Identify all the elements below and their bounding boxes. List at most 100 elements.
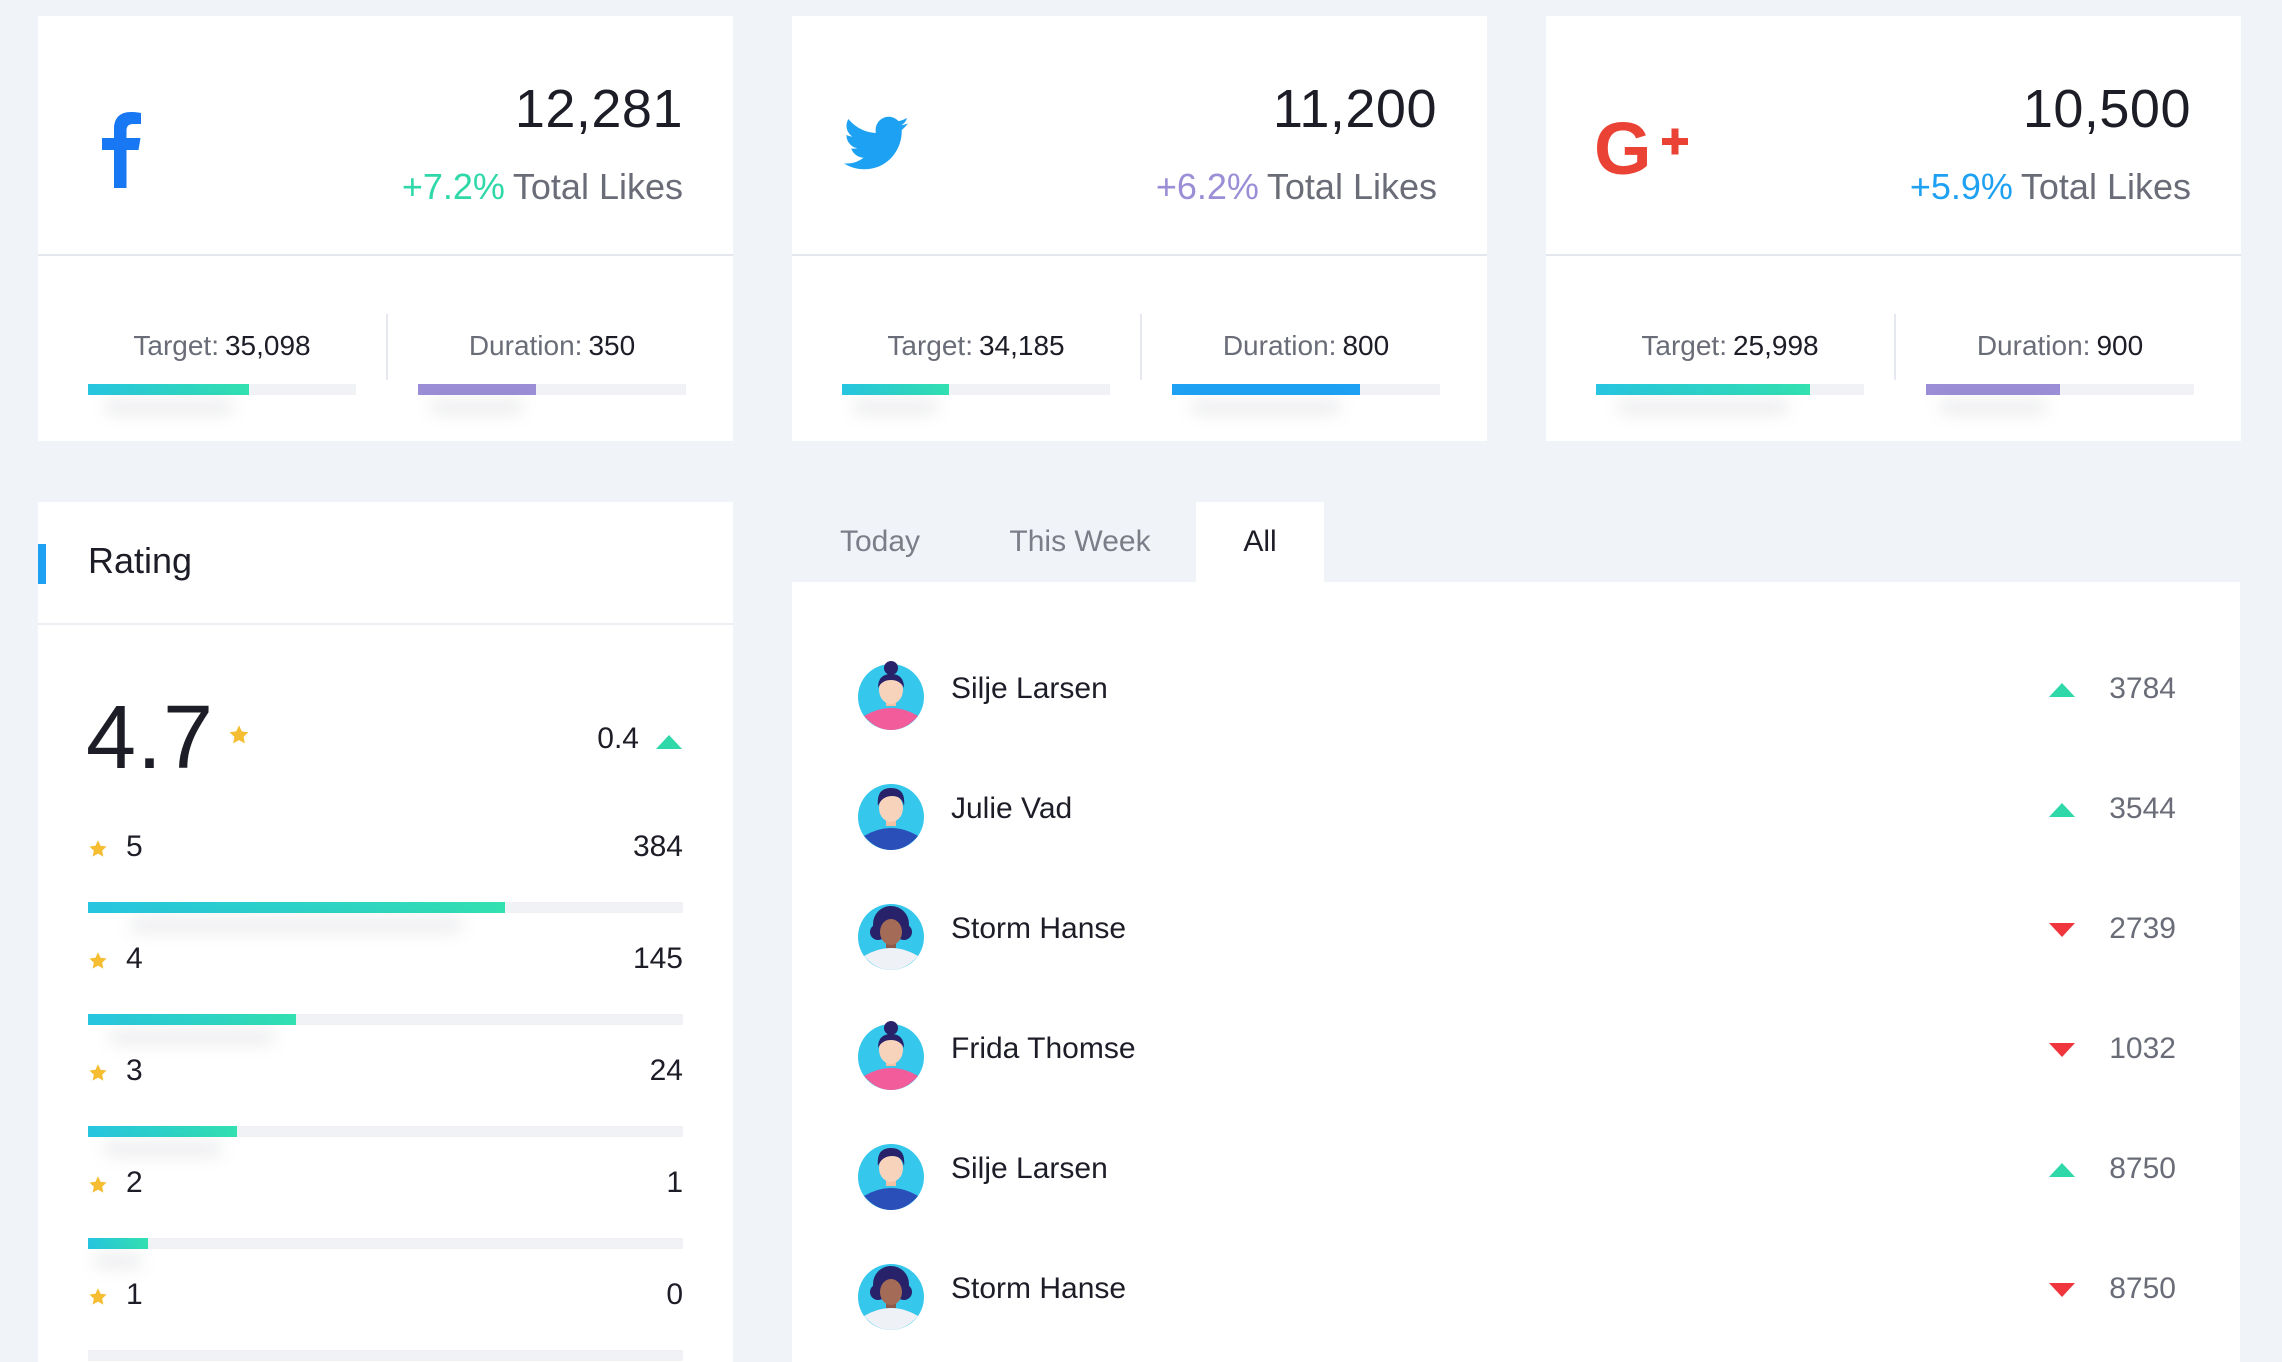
target-label: Target: (1641, 330, 1727, 361)
facebook-card: 12,281 +7.2% Total Likes Target: 35,098 Du… (38, 16, 733, 441)
likes-caption: Total Likes (2020, 166, 2191, 207)
target-label: Target: (133, 330, 219, 361)
trend-down-icon (2048, 1282, 2076, 1303)
google-plus-icon: G (1594, 116, 1704, 206)
target-stat: Target: 25,998 (1596, 330, 1864, 395)
duration-progress-track (418, 384, 686, 395)
rating-row-3: 3 24 (88, 1054, 683, 1137)
person-name: Storm Hanse (951, 912, 1127, 945)
target-stat: Target: 34,185 (842, 330, 1110, 395)
person-score: 3784 (2109, 672, 2176, 705)
svg-text:G: G (1594, 116, 1652, 180)
rating-card: Rating 4.7 0.4 5 384 4 145 3 24 (38, 502, 733, 1362)
star-icon (88, 951, 108, 976)
likes-change: +6.2% (1155, 166, 1259, 207)
list-item[interactable]: Storm Hanse 2739 (856, 892, 2176, 972)
avatar (856, 652, 926, 732)
facebook-icon (88, 108, 198, 198)
rating-progress-fill (88, 902, 505, 913)
person-name: Frida Thomse (951, 1032, 1136, 1065)
person-name: Silje Larsen (951, 1152, 1108, 1185)
trend-up-icon (2048, 1162, 2076, 1183)
avatar (856, 1132, 926, 1212)
stat-divider (1894, 314, 1896, 380)
likes-change: +7.2% (401, 166, 505, 207)
duration-progress-track (1172, 384, 1440, 395)
duration-value: 350 (588, 330, 636, 361)
person-name: Julie Vad (951, 792, 1073, 825)
rating-row-5: 5 384 (88, 830, 683, 913)
duration-progress-track (1926, 384, 2194, 395)
duration-label: Duration: (1222, 330, 1337, 361)
target-stat: Target: 35,098 (88, 330, 356, 395)
stat-divider (1140, 314, 1142, 380)
target-progress-track (88, 384, 356, 395)
person-score: 1032 (2109, 1032, 2176, 1065)
rating-row-label: 5 (126, 830, 143, 863)
avatar (856, 1252, 926, 1332)
rating-row-count: 0 (666, 1278, 683, 1311)
list-item[interactable]: Silje Larsen 3784 (856, 652, 2176, 732)
person-score: 8750 (2109, 1272, 2176, 1305)
target-progress-fill (842, 384, 950, 395)
avatar (856, 772, 926, 852)
person-score: 8750 (2109, 1152, 2176, 1185)
duration-label: Duration: (468, 330, 583, 361)
rating-progress-track (88, 1014, 683, 1025)
duration-stat: Duration: 350 (418, 330, 686, 395)
star-icon (88, 1175, 108, 1200)
rating-delta: 0.4 (597, 722, 639, 755)
rating-title: Rating (88, 540, 193, 581)
duration-label: Duration: (1976, 330, 2091, 361)
rating-row-label: 4 (126, 942, 143, 975)
duration-value: 800 (1342, 330, 1390, 361)
rating-progress-track (88, 1126, 683, 1137)
tab-today[interactable]: Today (839, 525, 921, 558)
rating-progress-fill (88, 1014, 297, 1025)
rating-row-label: 2 (126, 1166, 143, 1199)
rating-progress-track (88, 1350, 683, 1361)
list-item[interactable]: Storm Hanse 8750 (856, 1252, 2176, 1332)
stat-divider (386, 314, 388, 380)
trend-down-icon (2048, 1042, 2076, 1063)
duration-progress-fill (418, 384, 536, 395)
rating-row-1: 1 0 (88, 1278, 683, 1361)
target-progress-track (1596, 384, 1864, 395)
rating-row-4: 4 145 (88, 942, 683, 1025)
title-accent-bar (38, 544, 46, 584)
twitter-card: 11,200 +6.2% Total Likes Target: 34,185 Du… (792, 16, 1487, 441)
total-likes-value: 10,500 (2022, 79, 2191, 139)
likes-caption: Total Likes (1266, 166, 1437, 207)
duration-progress-fill (1172, 384, 1360, 395)
person-score: 3544 (2109, 792, 2176, 825)
duration-stat: Duration: 800 (1172, 330, 1440, 395)
person-score: 2739 (2109, 912, 2176, 945)
rating-progress-fill (88, 1126, 237, 1137)
trend-up-icon (2048, 682, 2076, 703)
rating-row-label: 1 (126, 1278, 143, 1311)
trend-up-icon (655, 734, 683, 755)
target-progress-track (842, 384, 1110, 395)
tab-all[interactable]: All (1196, 502, 1324, 582)
rating-row-count: 1 (666, 1166, 683, 1199)
duration-value: 900 (2096, 330, 2144, 361)
duration-stat: Duration: 900 (1926, 330, 2194, 395)
star-icon (228, 724, 250, 751)
target-progress-fill (1596, 384, 1811, 395)
twitter-icon (844, 116, 954, 206)
list-item[interactable]: Silje Larsen 8750 (856, 1132, 2176, 1212)
likes-caption: Total Likes (512, 166, 683, 207)
target-value: 35,098 (224, 330, 311, 361)
tab-this-week[interactable]: This Week (1009, 525, 1151, 558)
avatar (856, 892, 926, 972)
rating-progress-fill (88, 1238, 148, 1249)
list-item[interactable]: Frida Thomse 1032 (856, 1012, 2176, 1092)
list-item[interactable]: Julie Vad 3544 (856, 772, 2176, 852)
rating-row-count: 145 (632, 942, 683, 975)
google-plus-card: G 10,500 +5.9% Total Likes Target: 25,998 … (1546, 16, 2241, 441)
person-name: Silje Larsen (951, 672, 1108, 705)
total-likes-value: 11,200 (1272, 79, 1437, 139)
leaderboard-list: Silje Larsen 3784 Julie Vad 3544 (792, 582, 2240, 1362)
trend-up-icon (2048, 802, 2076, 823)
duration-progress-fill (1926, 384, 2060, 395)
